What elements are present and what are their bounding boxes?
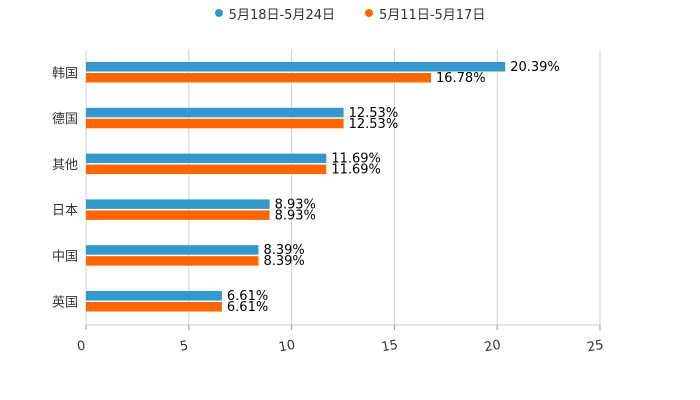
bar-series-2-2[interactable] — [86, 164, 327, 175]
category-label-0: 韩国 — [52, 66, 78, 81]
data-label-series-2-1: 12.53% — [349, 117, 399, 132]
legend-item-series-2[interactable]: 5月11日-5月17日 — [365, 4, 486, 23]
data-label-series-2-2: 11.69% — [331, 163, 381, 178]
data-label-series-1-0: 20.39% — [510, 60, 560, 75]
legend-label-series-1: 5月18日-5月24日 — [228, 7, 335, 23]
x-tick-label-3: 15 — [380, 338, 399, 356]
bar-series-2-0[interactable] — [86, 73, 431, 83]
data-label-series-1-3: 8.93% — [275, 197, 316, 212]
bar-series-1-1[interactable] — [86, 107, 344, 118]
legend-marker-series-2 — [365, 9, 373, 17]
bar-series-1-5[interactable] — [86, 291, 222, 301]
data-label-series-1-5: 6.61% — [227, 289, 268, 304]
data-label-series-1-4: 8.39% — [263, 243, 304, 258]
legend-label-series-2: 5月11日-5月17日 — [379, 7, 486, 23]
x-tick-label-2: 10 — [278, 338, 297, 356]
data-label-series-2-4: 8.39% — [263, 254, 304, 269]
data-label-series-1-1: 12.53% — [349, 106, 399, 121]
bar-series-2-5[interactable] — [86, 302, 222, 312]
category-label-5: 英国 — [52, 295, 78, 310]
x-tick-label-4: 20 — [483, 338, 502, 356]
bar-series-2-3[interactable] — [86, 210, 270, 220]
bar-series-2-1[interactable] — [86, 118, 344, 129]
category-label-2: 其他 — [52, 158, 78, 173]
data-label-series-2-3: 8.93% — [275, 208, 316, 223]
data-label-series-1-2: 11.69% — [331, 152, 381, 167]
bar-series-1-4[interactable] — [86, 245, 259, 255]
bar-series-2-4[interactable] — [86, 256, 259, 266]
bar-series-1-0[interactable] — [86, 62, 506, 72]
bar-series-1-3[interactable] — [86, 199, 270, 209]
x-tick-label-1: 5 — [179, 338, 190, 354]
data-label-series-2-0: 16.78% — [436, 71, 486, 86]
legend-item-series-1[interactable]: 5月18日-5月24日 — [214, 4, 335, 23]
category-label-1: 德国 — [52, 112, 78, 127]
x-tick-label-5: 25 — [586, 338, 605, 356]
legend: 5月18日-5月24日 5月11日-5月17日 — [0, 4, 700, 23]
category-label-4: 中国 — [52, 249, 78, 264]
data-label-series-2-5: 6.61% — [227, 300, 268, 315]
x-tick-label-0: 0 — [76, 338, 87, 354]
legend-marker-series-1 — [214, 9, 223, 17]
category-label-3: 日本 — [52, 204, 78, 219]
bar-series-1-2[interactable] — [86, 153, 327, 164]
